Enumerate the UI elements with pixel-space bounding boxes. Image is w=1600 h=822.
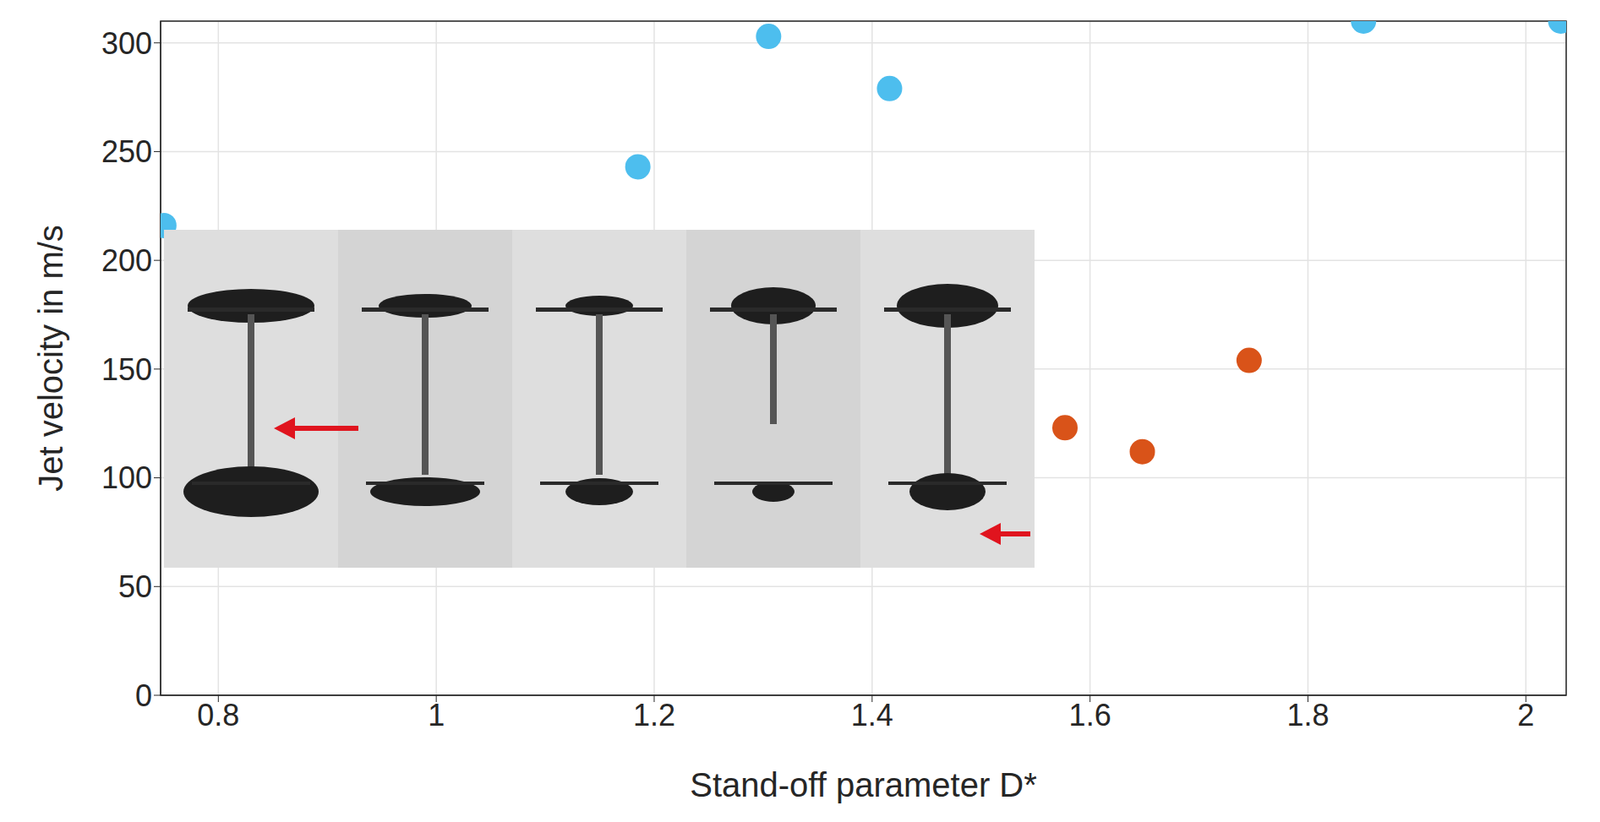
svg-text:1.2: 1.2 — [633, 698, 676, 733]
svg-text:Stand-off parameter D*: Stand-off parameter D* — [689, 766, 1038, 804]
svg-text:1.8: 1.8 — [1286, 698, 1329, 733]
svg-text:50: 50 — [118, 569, 153, 605]
svg-text:150: 150 — [101, 352, 153, 388]
svg-text:100: 100 — [101, 460, 153, 496]
svg-text:0: 0 — [135, 678, 153, 714]
svg-text:1.4: 1.4 — [851, 698, 894, 733]
svg-text:1.6: 1.6 — [1069, 698, 1112, 733]
svg-text:250: 250 — [101, 134, 153, 170]
svg-text:Jet velocity in m/s: Jet velocity in m/s — [32, 224, 70, 492]
svg-text:300: 300 — [101, 26, 153, 61]
svg-text:0.8: 0.8 — [196, 698, 240, 733]
svg-text:200: 200 — [101, 243, 153, 279]
svg-text:1: 1 — [427, 698, 445, 733]
svg-text:2: 2 — [1517, 698, 1535, 733]
